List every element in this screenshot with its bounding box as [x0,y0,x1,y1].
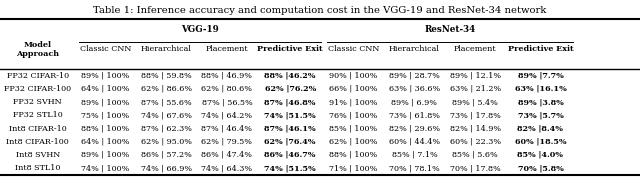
Text: 63% |16.1%: 63% |16.1% [515,85,566,93]
Text: Int8 CIFAR-100: Int8 CIFAR-100 [6,138,69,146]
Text: 89% | 100%: 89% | 100% [81,72,129,80]
Text: 87% | 46.4%: 87% | 46.4% [202,124,252,132]
Text: 75% | 100%: 75% | 100% [81,111,129,119]
Text: 60% | 44.4%: 60% | 44.4% [389,138,440,146]
Text: 70% | 17.8%: 70% | 17.8% [450,164,500,172]
Text: 85% | 100%: 85% | 100% [330,124,378,132]
Text: 70% |5.8%: 70% |5.8% [518,164,563,172]
Text: 74% |51.5%: 74% |51.5% [264,111,316,119]
Text: Int8 CIFAR-10: Int8 CIFAR-10 [9,124,67,132]
Text: 73% |5.7%: 73% |5.7% [518,111,563,119]
Text: Hierarchical: Hierarchical [141,45,191,53]
Text: 87% |46.1%: 87% |46.1% [264,124,316,132]
Text: Model
Approach: Model Approach [16,41,60,58]
Text: 85% |4.0%: 85% |4.0% [518,151,563,159]
Text: 86% | 47.4%: 86% | 47.4% [202,151,252,159]
Text: 64% | 100%: 64% | 100% [81,138,129,146]
Text: 87% | 55.6%: 87% | 55.6% [141,98,191,106]
Text: Predictive Exit: Predictive Exit [508,45,573,53]
Text: 88% | 46.9%: 88% | 46.9% [202,72,252,80]
Text: 90% | 100%: 90% | 100% [330,72,378,80]
Text: 62% |76.2%: 62% |76.2% [264,85,316,93]
Text: 89% | 12.1%: 89% | 12.1% [450,72,500,80]
Text: 88% | 59.8%: 88% | 59.8% [141,72,191,80]
Text: Predictive Exit: Predictive Exit [257,45,323,53]
Text: 89% | 100%: 89% | 100% [81,151,129,159]
Text: 85% | 5.6%: 85% | 5.6% [452,151,498,159]
Text: 88% |46.2%: 88% |46.2% [264,72,316,80]
Text: VGG-19: VGG-19 [181,25,218,34]
Text: 89% |7.7%: 89% |7.7% [518,72,563,80]
Text: 74% | 66.9%: 74% | 66.9% [141,164,191,172]
Text: 63% | 21.2%: 63% | 21.2% [449,85,501,93]
Text: FP32 STL10: FP32 STL10 [13,111,63,119]
Text: 73% | 17.8%: 73% | 17.8% [450,111,500,119]
Text: 74% | 100%: 74% | 100% [81,164,129,172]
Text: 89% | 28.7%: 89% | 28.7% [389,72,440,80]
Text: 62% | 79.5%: 62% | 79.5% [202,138,252,146]
Text: 70% | 78.1%: 70% | 78.1% [389,164,440,172]
Text: 74% |51.5%: 74% |51.5% [264,164,316,172]
Text: 74% | 64.2%: 74% | 64.2% [202,111,252,119]
Text: 86% | 57.2%: 86% | 57.2% [141,151,191,159]
Text: 62% |76.4%: 62% |76.4% [264,138,316,146]
Text: 60% |18.5%: 60% |18.5% [515,138,566,146]
Text: 62% | 86.6%: 62% | 86.6% [141,85,191,93]
Text: 74% | 67.6%: 74% | 67.6% [141,111,191,119]
Text: FP32 CIFAR-100: FP32 CIFAR-100 [4,85,71,93]
Text: Classic CNN: Classic CNN [328,45,380,53]
Text: 86% |46.7%: 86% |46.7% [264,151,316,159]
Text: 87% | 62.3%: 87% | 62.3% [141,124,191,132]
Text: 91% | 100%: 91% | 100% [330,98,378,106]
Text: Classic CNN: Classic CNN [79,45,131,53]
Text: Int8 STL10: Int8 STL10 [15,164,60,172]
Text: Int8 SVHN: Int8 SVHN [15,151,60,159]
Text: 62% | 80.6%: 62% | 80.6% [202,85,252,93]
Text: FP32 SVHN: FP32 SVHN [13,98,62,106]
Text: 82% | 14.9%: 82% | 14.9% [450,124,500,132]
Text: ResNet-34: ResNet-34 [424,25,476,34]
Text: 89% | 6.9%: 89% | 6.9% [392,98,437,106]
Text: Placement: Placement [205,45,248,53]
Text: 85% | 7.1%: 85% | 7.1% [392,151,437,159]
Text: 87% | 56.5%: 87% | 56.5% [202,98,252,106]
Text: 89% |3.8%: 89% |3.8% [518,98,563,106]
Text: 88% | 100%: 88% | 100% [330,151,378,159]
Text: 88% | 100%: 88% | 100% [81,124,129,132]
Text: Table 1: Inference accuracy and computation cost in the VGG-19 and ResNet-34 net: Table 1: Inference accuracy and computat… [93,5,547,15]
Text: 71% | 100%: 71% | 100% [330,164,378,172]
Text: Hierarchical: Hierarchical [389,45,440,53]
Text: FP32 CIFAR-10: FP32 CIFAR-10 [6,72,69,80]
Text: Placement: Placement [454,45,497,53]
Text: 82% | 29.6%: 82% | 29.6% [389,124,440,132]
Text: 64% | 100%: 64% | 100% [81,85,129,93]
Text: 74% | 64.3%: 74% | 64.3% [202,164,252,172]
Text: 60% | 22.3%: 60% | 22.3% [450,138,500,146]
Text: 82% |8.4%: 82% |8.4% [518,124,563,132]
Text: 62% | 100%: 62% | 100% [330,138,378,146]
Text: 89% | 5.4%: 89% | 5.4% [452,98,498,106]
Text: 87% |46.8%: 87% |46.8% [264,98,316,106]
Text: 76% | 100%: 76% | 100% [330,111,378,119]
Text: 66% | 100%: 66% | 100% [330,85,378,93]
Text: 62% | 95.0%: 62% | 95.0% [141,138,191,146]
Text: 63% | 36.6%: 63% | 36.6% [388,85,440,93]
Text: 89% | 100%: 89% | 100% [81,98,129,106]
Text: 73% | 61.8%: 73% | 61.8% [389,111,440,119]
